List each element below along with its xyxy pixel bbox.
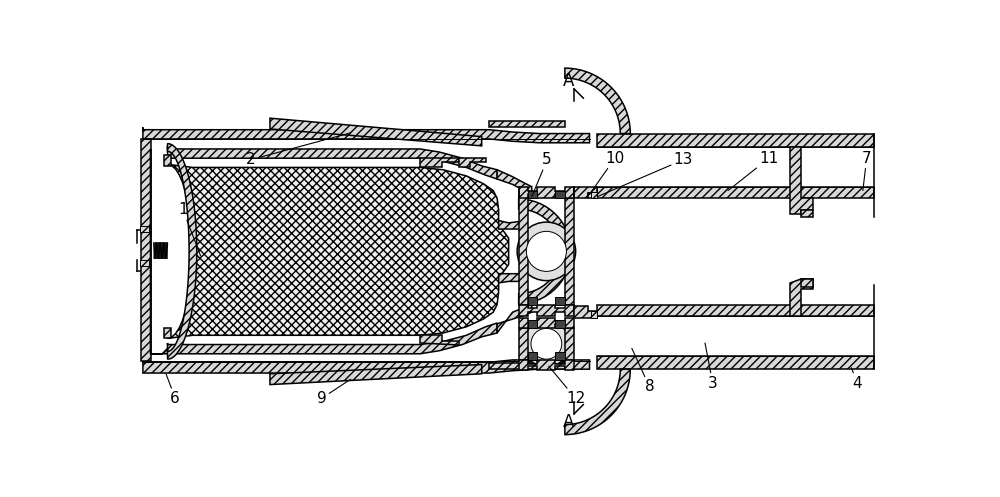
Text: 4: 4 — [851, 368, 862, 391]
Polygon shape — [597, 305, 874, 316]
Bar — [140, 226, 149, 232]
Bar — [591, 312, 597, 318]
Polygon shape — [597, 356, 874, 369]
Circle shape — [523, 321, 569, 367]
Polygon shape — [168, 146, 497, 179]
Polygon shape — [497, 305, 532, 333]
Text: 5: 5 — [532, 152, 552, 197]
Polygon shape — [519, 187, 574, 198]
Polygon shape — [519, 360, 574, 370]
Polygon shape — [519, 305, 574, 316]
Polygon shape — [790, 147, 813, 214]
Text: A: A — [563, 413, 574, 430]
Bar — [555, 190, 565, 198]
Bar — [528, 190, 537, 198]
Bar — [489, 121, 565, 127]
Polygon shape — [519, 328, 528, 360]
Polygon shape — [574, 306, 597, 318]
Polygon shape — [565, 328, 574, 360]
Circle shape — [526, 231, 566, 271]
Polygon shape — [801, 210, 813, 218]
Polygon shape — [497, 170, 532, 194]
Polygon shape — [168, 144, 197, 359]
Polygon shape — [597, 187, 874, 198]
Text: 10: 10 — [590, 151, 625, 194]
Bar — [489, 363, 565, 369]
Bar — [528, 352, 537, 360]
Text: 9: 9 — [317, 379, 351, 406]
Polygon shape — [499, 221, 520, 229]
Text: 3: 3 — [705, 343, 718, 391]
Bar — [555, 320, 565, 328]
Text: 13: 13 — [597, 152, 693, 197]
Polygon shape — [597, 134, 874, 147]
Polygon shape — [565, 68, 630, 134]
Polygon shape — [790, 279, 813, 316]
Circle shape — [517, 222, 576, 281]
Text: 11: 11 — [728, 151, 779, 190]
Polygon shape — [574, 187, 597, 198]
Bar — [591, 192, 597, 198]
Bar — [164, 328, 171, 338]
Polygon shape — [143, 360, 590, 373]
Bar — [164, 155, 171, 166]
Bar — [528, 320, 537, 328]
Text: 6: 6 — [166, 374, 180, 406]
Polygon shape — [168, 165, 509, 338]
Circle shape — [531, 329, 562, 359]
Polygon shape — [499, 274, 520, 283]
Polygon shape — [565, 198, 574, 305]
Polygon shape — [168, 323, 497, 354]
Polygon shape — [459, 158, 486, 167]
Polygon shape — [141, 139, 151, 361]
Bar — [555, 297, 565, 305]
Bar — [140, 260, 149, 266]
Polygon shape — [151, 149, 168, 354]
Bar — [528, 297, 537, 305]
Polygon shape — [420, 335, 459, 344]
Polygon shape — [519, 194, 528, 305]
Text: 7: 7 — [862, 151, 872, 190]
Polygon shape — [270, 365, 482, 385]
Polygon shape — [270, 118, 482, 146]
Text: 1: 1 — [178, 202, 201, 256]
Polygon shape — [565, 369, 630, 435]
Text: 12: 12 — [549, 366, 585, 406]
Polygon shape — [143, 127, 590, 143]
Text: A: A — [563, 72, 574, 90]
Text: 8: 8 — [632, 348, 654, 395]
Polygon shape — [588, 193, 597, 198]
Bar — [555, 352, 565, 360]
Polygon shape — [420, 158, 459, 167]
Text: 2: 2 — [246, 133, 351, 167]
Polygon shape — [801, 279, 813, 287]
Polygon shape — [519, 318, 574, 328]
Polygon shape — [519, 199, 571, 304]
